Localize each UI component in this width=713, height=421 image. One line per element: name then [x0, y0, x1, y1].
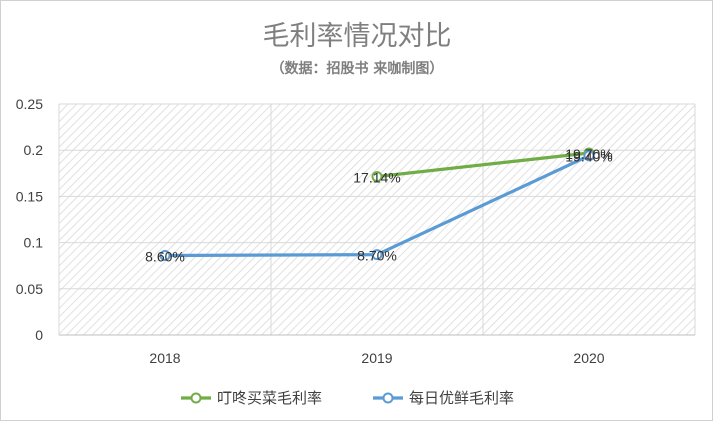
chart-subtitle: （数据：招股书 来咖制图）	[271, 60, 444, 77]
data-label: 8.60%	[145, 249, 185, 265]
series-lines	[159, 147, 595, 262]
legend-marker	[190, 392, 202, 404]
legend-label: 每日优鲜毛利率	[409, 389, 514, 407]
data-label: 19.40%	[565, 149, 612, 165]
x-tick-label: 2019	[361, 350, 392, 366]
legend-marker	[382, 392, 394, 404]
data-labels: 17.14% 19.70% 8.60% 8.70% 19.40%	[145, 146, 613, 265]
y-tick-label: 0.15	[16, 188, 43, 204]
series-line-0	[376, 151, 590, 179]
data-label: 19.70%	[565, 146, 612, 162]
data-label: 8.70%	[357, 248, 397, 264]
plot-area	[59, 104, 695, 335]
data-point	[371, 171, 383, 183]
axes: 0 0.05 0.1 0.15 0.2 0.25 2018 2019 2020	[16, 96, 695, 366]
y-tick-label: 0.05	[16, 281, 43, 297]
y-tick-label: 0.25	[16, 96, 43, 112]
x-tick-label: 2018	[149, 350, 180, 366]
x-tick-label: 2020	[573, 350, 604, 366]
y-tick-label: 0.2	[24, 142, 44, 158]
y-tick-label: 0.1	[24, 235, 44, 251]
data-point	[371, 249, 383, 261]
y-tick-label: 0	[35, 327, 43, 343]
data-label: 17.14%	[353, 170, 400, 186]
chart-title: 毛利率情况对比	[263, 21, 452, 52]
data-point	[583, 150, 595, 162]
legend: 叮咚买菜毛利率 每日优鲜毛利率	[181, 389, 514, 407]
legend-label: 叮咚买菜毛利率	[217, 389, 322, 407]
data-point	[159, 250, 171, 262]
